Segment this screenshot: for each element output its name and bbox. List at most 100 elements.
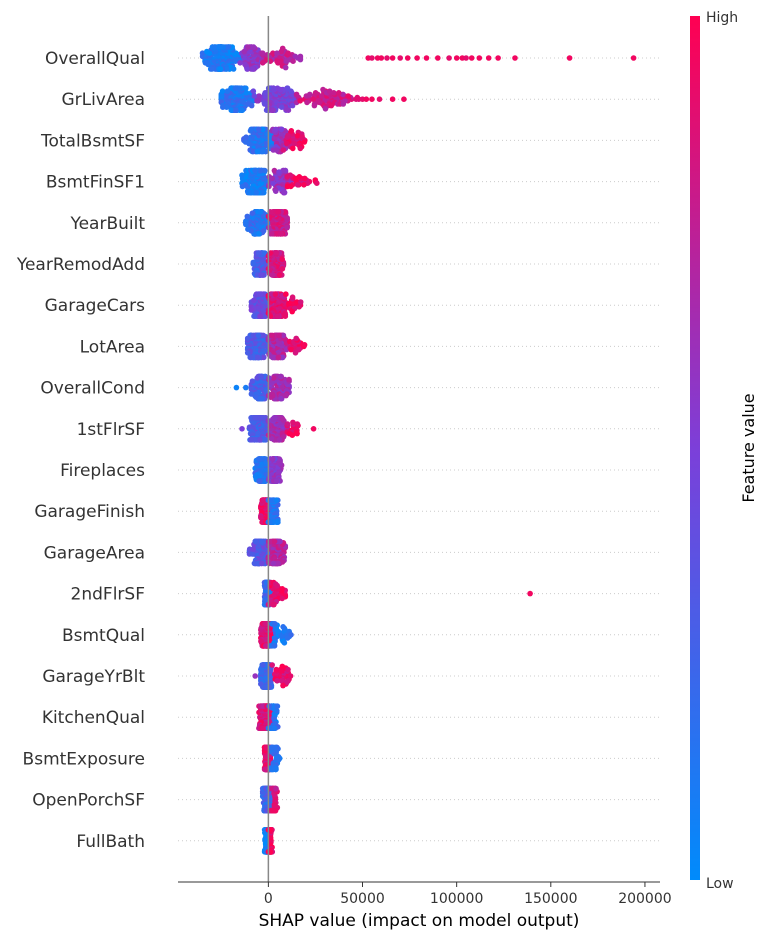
shap-point [273, 497, 280, 504]
shap-point [249, 66, 256, 72]
shap-point [278, 48, 285, 55]
shap-point [269, 231, 276, 237]
shap-point [311, 102, 318, 109]
shap-point [284, 215, 291, 221]
shap-point [263, 437, 269, 443]
feature-label: LotArea [80, 337, 145, 357]
shap-point [254, 148, 261, 155]
shap-point [297, 145, 304, 152]
shap-point [244, 66, 250, 72]
shap-point [257, 209, 264, 215]
shap-point [248, 391, 255, 397]
shap-point [274, 678, 280, 684]
shap-point [255, 126, 262, 133]
feature-label: BsmtFinSF1 [46, 173, 145, 193]
shap-point [463, 55, 469, 61]
shap-point [243, 90, 250, 96]
feature-label: BsmtQual [62, 626, 145, 646]
shap-point [275, 354, 282, 361]
shap-point [248, 415, 254, 421]
shap-point [289, 102, 296, 109]
colorbar-high-label: High [706, 10, 738, 26]
shap-point [257, 437, 263, 443]
feature-rows: OverallQual GrLivArea TotalBsmtSF BsmtFinSF… [16, 49, 660, 852]
colorbar-title: Feature value [739, 393, 758, 502]
shap-point [288, 346, 294, 353]
shap-point [468, 55, 475, 61]
feature-label: 1stFlrSF [77, 420, 145, 440]
shap-point [297, 299, 304, 305]
shap-point [239, 172, 245, 178]
feature-label: GarageArea [44, 543, 145, 563]
shap-point [314, 180, 320, 186]
shap-point [340, 101, 347, 107]
shap-point [512, 55, 518, 61]
shap-point [244, 350, 251, 356]
shap-point [289, 308, 296, 315]
shap-point [281, 189, 287, 196]
shap-point [233, 107, 239, 113]
x-axis: 0 50000 100000 150000 200000 [178, 881, 672, 907]
shap-point [274, 50, 280, 56]
shap-point [259, 60, 266, 66]
shap-point [290, 419, 296, 426]
shap-point [225, 44, 232, 50]
shap-point [301, 342, 308, 348]
shap-point [294, 132, 301, 139]
shap-point [273, 250, 280, 256]
shap-point [230, 66, 237, 72]
shap-point [273, 785, 279, 792]
shap-point [289, 294, 296, 301]
x-tick-label: 200000 [618, 891, 671, 907]
shap-point [446, 55, 452, 61]
shap-point [278, 678, 285, 684]
shap-point [250, 148, 256, 155]
shap-point [326, 88, 333, 94]
shap-point [307, 91, 313, 98]
shap-point [244, 335, 251, 342]
shap-point [262, 643, 269, 649]
shap-point [282, 313, 289, 320]
shap-point [273, 666, 280, 673]
shap-point [239, 426, 245, 432]
shap-point [257, 395, 264, 402]
shap-point [276, 272, 283, 278]
shap-point [286, 376, 292, 383]
shap-point [249, 378, 256, 385]
shap-point [279, 595, 286, 602]
shap-point [253, 189, 260, 196]
shap-point [401, 96, 407, 102]
shap-point [272, 621, 278, 627]
shap-point [204, 48, 210, 55]
feature-label: YearRemodAdd [16, 255, 145, 275]
feature-label: GarageFinish [34, 502, 145, 522]
shap-point [318, 93, 325, 99]
shap-point [260, 332, 267, 339]
shap-point [297, 56, 304, 63]
shap-point [275, 60, 281, 66]
shap-point [288, 128, 295, 134]
shap-point [310, 426, 317, 432]
shap-point [244, 213, 251, 220]
shap-point [404, 55, 411, 61]
shap-point [304, 99, 310, 106]
shap-point [284, 140, 290, 147]
shap-point [274, 313, 281, 320]
shap-point [293, 175, 299, 182]
colorbar-gradient [690, 16, 700, 880]
feature-label: FullBath [76, 832, 145, 852]
shap-point [272, 291, 279, 298]
shap-point [328, 102, 335, 109]
shap-point [262, 167, 268, 174]
shap-point [285, 132, 291, 139]
shap-point [243, 384, 249, 391]
shap-point [271, 725, 278, 731]
shap-point [253, 394, 259, 401]
shap-point [250, 259, 257, 266]
shap-point [277, 86, 284, 93]
shap-point [257, 415, 264, 421]
shap-point [258, 514, 264, 521]
shap-point [242, 61, 248, 68]
shap-point [270, 180, 276, 186]
shap-point [630, 55, 637, 61]
